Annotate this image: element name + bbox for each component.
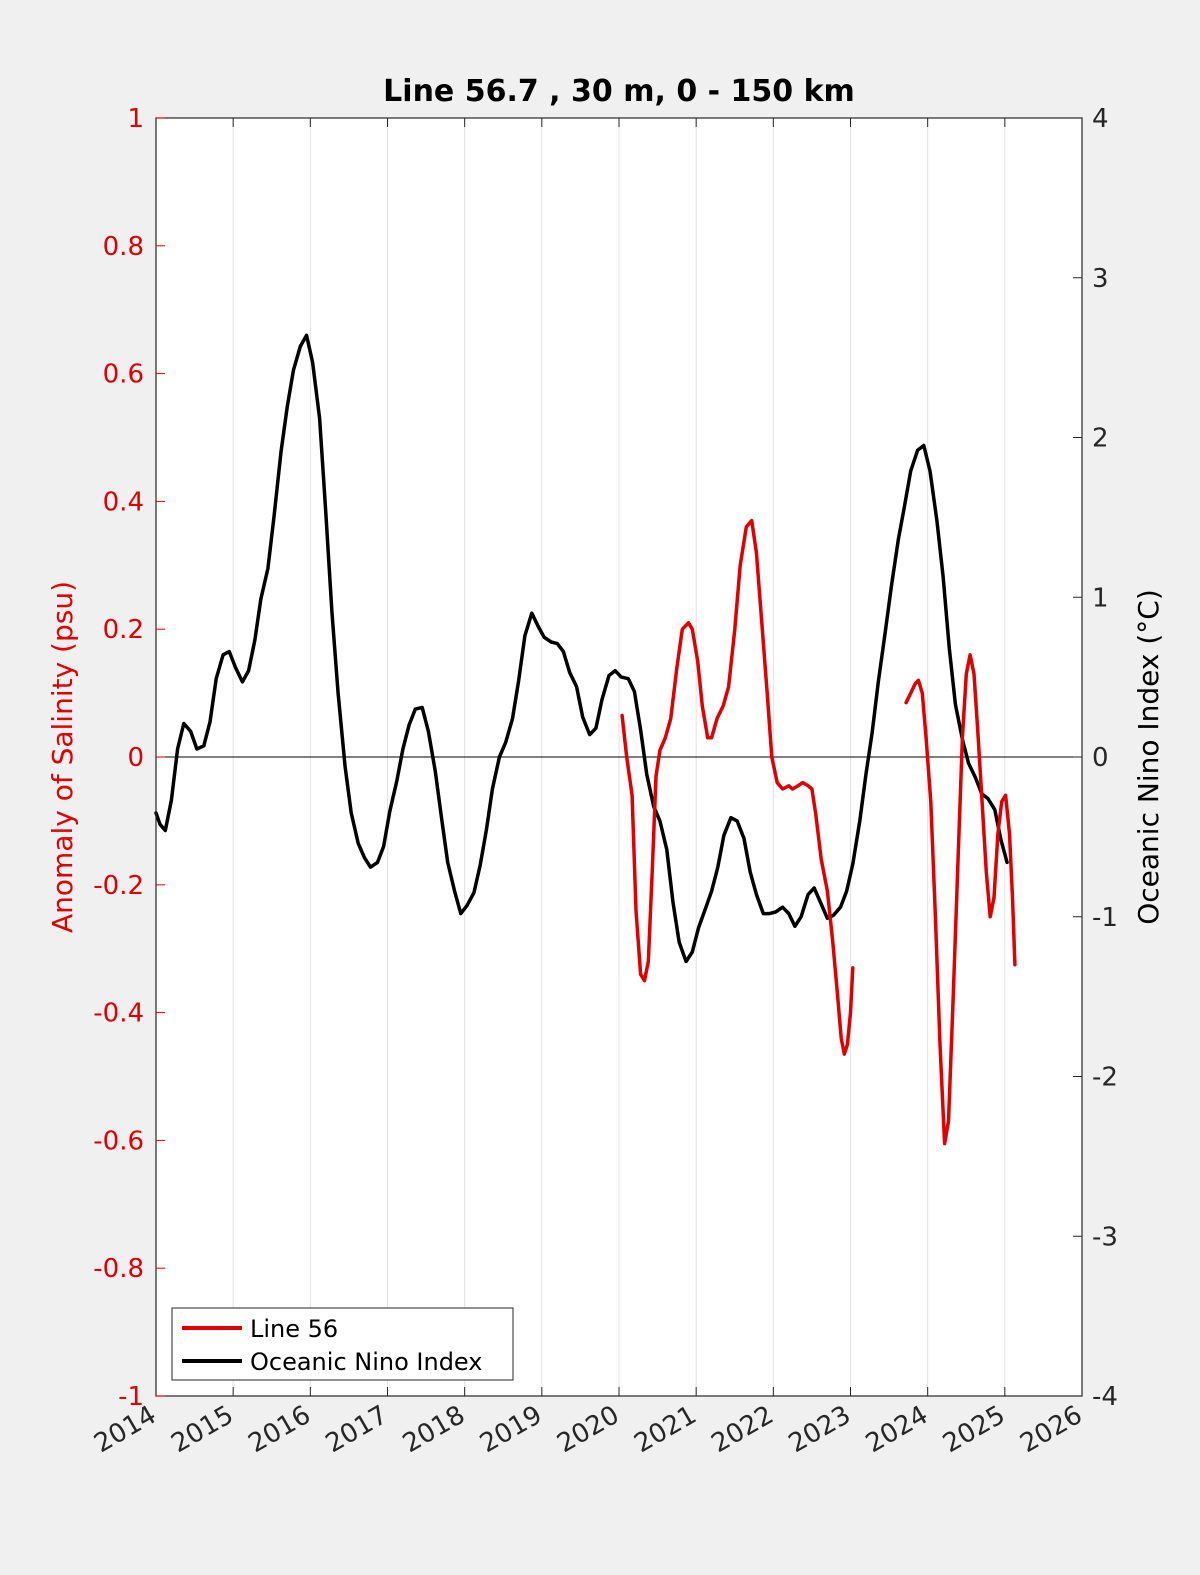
right-y-tick-label: -1 <box>1092 903 1118 933</box>
left-y-tick-label: 1 <box>127 104 144 134</box>
legend: Line 56 Oceanic Nino Index <box>171 1307 514 1381</box>
series-line-line-56-seg0 <box>620 518 855 1056</box>
right-y-tick-label: -2 <box>1092 1063 1118 1093</box>
right-y-axis-label: Oceanic Nino Index (°C) <box>1132 589 1165 925</box>
left-y-axis-label: Anomaly of Salinity (psu) <box>46 581 79 933</box>
left-y-tick-label: 0.8 <box>103 232 144 262</box>
legend-label-oni: Oceanic Nino Index <box>250 1348 482 1376</box>
legend-box <box>171 1307 514 1381</box>
chart-title: Line 56.7 , 30 m, 0 - 150 km <box>383 74 855 109</box>
series-line-oceanic-nino-index-seg0 <box>154 333 1009 964</box>
left-y-tick-label: 0.4 <box>103 487 144 517</box>
left-y-tick-label: -0.8 <box>93 1254 144 1284</box>
left-y-tick-label: -1 <box>118 1382 144 1412</box>
left-y-axis: 1 0.8 0.6 0.4 0.2 0 -0.2 -0.4 -0.6 -0.8 -1 <box>93 104 165 1412</box>
left-y-tick-label: -0.2 <box>93 871 144 901</box>
right-y-tick-label: 1 <box>1092 583 1109 613</box>
series-line-line-56-seg1 <box>904 653 1017 1146</box>
legend-label-line-56: Line 56 <box>250 1315 338 1343</box>
left-y-tick-label: -0.6 <box>93 1126 144 1156</box>
right-y-tick-label: 0 <box>1092 743 1109 773</box>
right-y-tick-label: -4 <box>1092 1382 1118 1412</box>
right-y-tick-label: -3 <box>1092 1222 1118 1252</box>
right-y-tick-label: 2 <box>1092 424 1109 454</box>
left-y-tick-label: 0 <box>127 743 144 773</box>
left-y-tick-label: -0.4 <box>93 999 144 1029</box>
left-y-tick-label: 0.2 <box>103 615 144 645</box>
right-y-tick-label: 3 <box>1092 264 1109 294</box>
series-layer <box>154 333 1017 1146</box>
right-y-axis: 4 3 2 1 0 -1 -2 -3 -4 <box>1073 104 1118 1412</box>
left-y-tick-label: 0.6 <box>103 360 144 390</box>
right-y-tick-label: 4 <box>1092 104 1109 134</box>
